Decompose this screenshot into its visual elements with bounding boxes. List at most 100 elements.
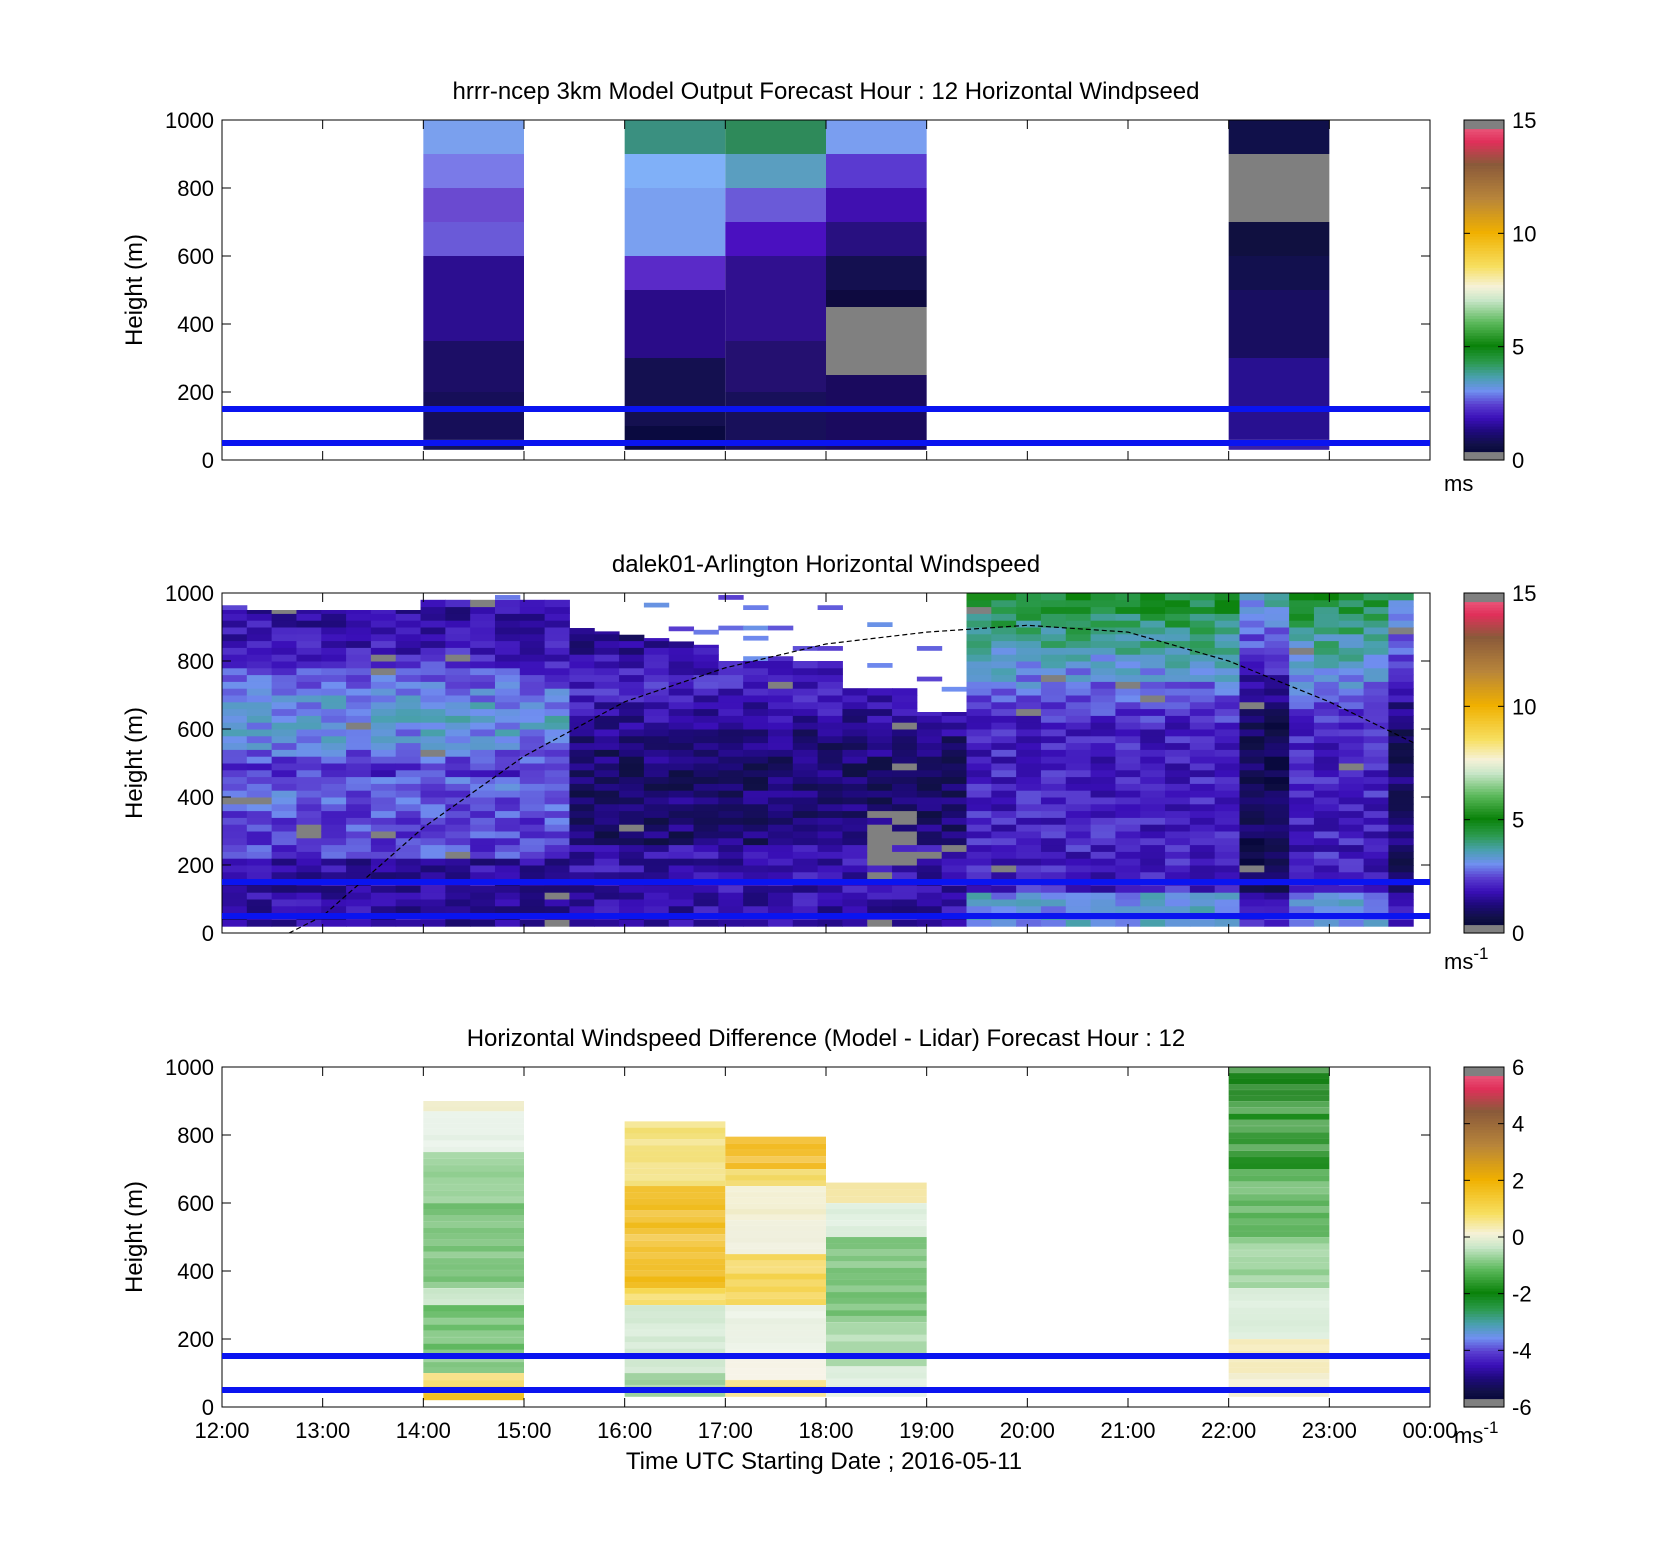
heatmap-cell	[1228, 1288, 1330, 1339]
heatmap-cell	[1388, 722, 1414, 730]
heatmap-cell	[1165, 844, 1191, 852]
heatmap-cell	[624, 426, 726, 450]
heatmap-cell	[1363, 627, 1389, 635]
heatmap-cell	[941, 749, 968, 757]
colorbar-segment	[1464, 1254, 1504, 1258]
colorbar-segment	[1464, 910, 1504, 914]
heatmap-cell	[1214, 627, 1241, 635]
heatmap-cell	[1016, 729, 1042, 737]
heatmap-cell	[1165, 729, 1191, 737]
heatmap-cell	[1189, 688, 1216, 696]
heatmap-cell	[1016, 865, 1042, 873]
heatmap-cell	[693, 817, 719, 825]
heatmap-cell	[494, 905, 521, 914]
colorbar-segment	[1464, 669, 1504, 673]
heatmap-cell	[346, 837, 372, 846]
heatmap-cell	[271, 803, 297, 812]
heatmap-cell	[370, 837, 397, 846]
heatmap-cell	[743, 625, 769, 631]
heatmap-cell	[470, 756, 496, 764]
heatmap-cell	[423, 1367, 524, 1374]
heatmap-cell	[1090, 647, 1116, 655]
heatmap-cell	[718, 763, 744, 771]
heatmap-cell	[1289, 708, 1315, 716]
heatmap-cell	[916, 783, 943, 791]
heatmap-cell	[619, 715, 645, 723]
heatmap-cell	[941, 858, 968, 866]
heatmap-cell	[296, 620, 322, 628]
heatmap-cell	[246, 871, 273, 880]
colorbar-segment	[1464, 760, 1504, 764]
colorbar-segment	[1464, 1123, 1504, 1128]
heatmap-cell	[1313, 599, 1340, 608]
heatmap-cell	[494, 674, 521, 682]
colorbar-segment	[1464, 1310, 1504, 1315]
heatmap-cell	[1140, 701, 1166, 710]
heatmap-cell	[1090, 776, 1116, 784]
heatmap-cell	[916, 851, 943, 859]
heatmap-cell	[867, 622, 893, 627]
colorbar-segment	[1464, 595, 1504, 600]
heatmap-cell	[1016, 688, 1042, 696]
heatmap-cell	[619, 776, 645, 784]
heatmap-cell	[817, 681, 843, 689]
heatmap-cell	[693, 790, 719, 798]
heatmap-cell	[420, 892, 446, 900]
heatmap-cell	[1388, 667, 1414, 676]
heatmap-cell	[519, 681, 546, 689]
heatmap-cell	[1115, 810, 1141, 818]
heatmap-cell	[1090, 824, 1116, 832]
heatmap-cell	[246, 831, 273, 839]
heatmap-cell	[1115, 708, 1141, 716]
heatmap-cell	[395, 871, 422, 880]
heatmap-cell	[346, 892, 372, 900]
heatmap-cell	[569, 865, 595, 873]
heatmap-cell	[767, 797, 794, 805]
heatmap-cell	[1264, 885, 1290, 893]
heatmap-cell	[346, 919, 372, 927]
heatmap-cell	[271, 742, 297, 750]
heatmap-cell	[1228, 1281, 1330, 1289]
heatmap-cell	[1065, 729, 1092, 737]
heatmap-cell	[1338, 667, 1365, 676]
heatmap-cell	[370, 674, 397, 682]
heatmap-cell	[321, 633, 347, 642]
heatmap-cell	[693, 695, 719, 703]
heatmap-cell	[991, 769, 1017, 778]
heatmap-cell	[718, 595, 744, 600]
heatmap-cell	[1388, 865, 1414, 873]
heatmap-cell	[1065, 593, 1092, 601]
heatmap-cell	[271, 851, 297, 859]
heatmap-cell	[222, 722, 248, 730]
heatmap-cell	[594, 695, 620, 703]
heatmap-cell	[1016, 776, 1042, 784]
heatmap-cell	[346, 742, 372, 750]
heatmap-cell	[222, 905, 248, 914]
heatmap-cell	[1388, 837, 1414, 846]
heatmap-cell	[296, 722, 322, 730]
heatmap-cell	[1264, 810, 1290, 818]
heatmap-cell	[519, 790, 546, 798]
heatmap-cell	[1264, 667, 1290, 676]
colorbar-segment	[1464, 258, 1504, 263]
heatmap-cell	[569, 749, 595, 757]
heatmap-cell	[470, 885, 496, 893]
heatmap-cell	[1239, 858, 1265, 866]
heatmap-cell	[1090, 633, 1116, 642]
heatmap-cell	[1016, 647, 1042, 655]
heatmap-cell	[1065, 749, 1092, 757]
heatmap-cell	[271, 899, 297, 907]
heatmap-cell	[445, 633, 471, 642]
colorbar-segment	[1464, 1152, 1504, 1156]
heatmap-cell	[1264, 599, 1290, 608]
heatmap-cell	[1040, 667, 1067, 676]
heatmap-cell	[569, 892, 595, 900]
colorbar-segment	[1464, 1387, 1504, 1391]
heatmap-cell	[296, 729, 322, 737]
colorbar-segment	[1464, 879, 1504, 883]
colorbar-segment	[1464, 1160, 1504, 1164]
colorbar-segment	[1464, 1067, 1504, 1071]
heatmap-cell	[867, 769, 893, 778]
heatmap-cell	[1040, 701, 1067, 710]
heatmap-cell	[246, 844, 273, 852]
